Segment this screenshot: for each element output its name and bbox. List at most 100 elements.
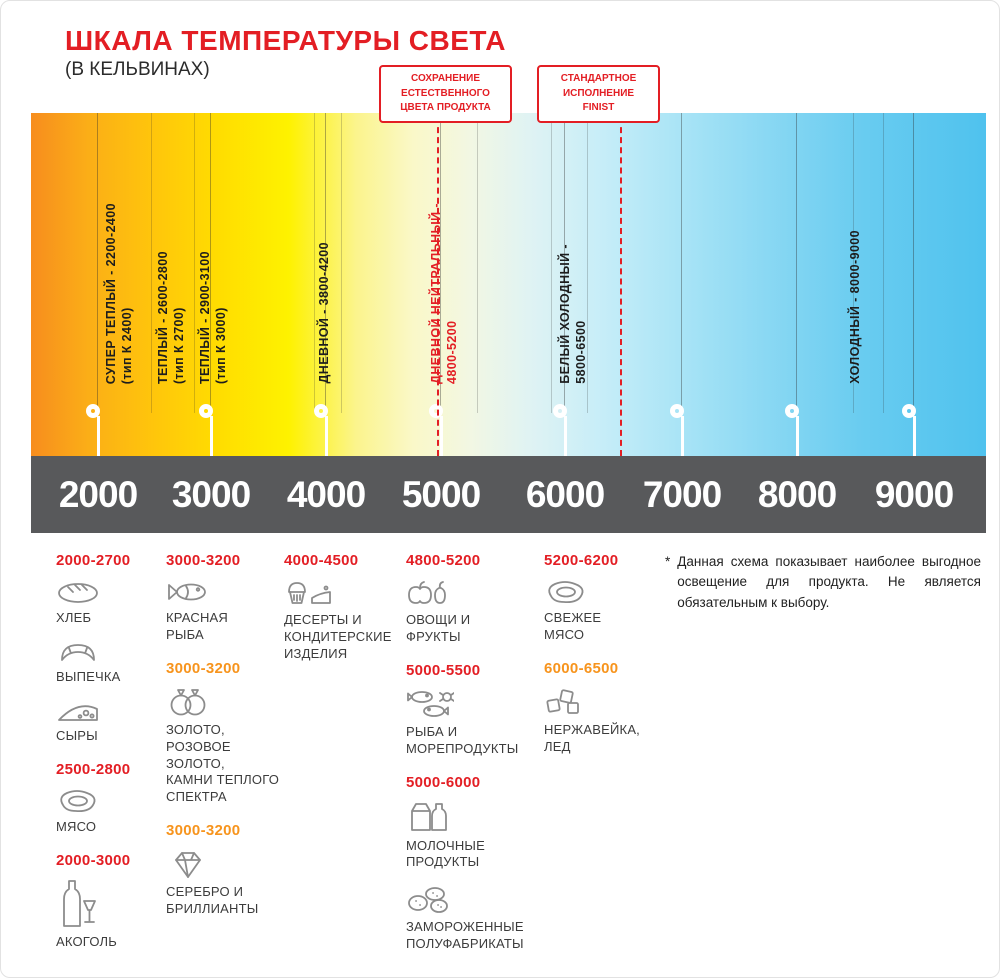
tick-line-4000 <box>325 113 326 406</box>
tick-line-3000 <box>210 113 211 406</box>
legend-item-cheese: СЫРЫ <box>56 699 161 745</box>
callout-finist-standard: СТАНДАРТНОЕ ИСПОЛНЕНИЕ FINIST <box>537 65 660 123</box>
legend-item-label: РЫБА И МОРЕПРОДУКТЫ <box>406 723 519 756</box>
range-heading: 3000-3200 <box>166 659 241 677</box>
legend-group: 3000-3200 ЗОЛОТО, РОЗОВОЕ ЗОЛОТО, КАМНИ … <box>166 660 284 806</box>
range-heading: 4800-5200 <box>406 552 481 569</box>
label-guide-line <box>341 113 342 413</box>
kelvin-tick-2000: 2000 <box>58 473 138 515</box>
legend-group: 2000-2700 ХЛЕБ ВЫПЕЧКА <box>56 552 161 745</box>
legend-item-label: СВЕЖЕЕ МЯСО <box>544 610 602 642</box>
label-guide-line <box>477 113 478 413</box>
legend-column-4: 4800-5200 ОВОЩИ И ФРУКТЫ 5000-5500 РЫБА … <box>406 552 558 969</box>
legend-item-meat: МЯСО <box>56 788 161 836</box>
legend-item-red-fish: КРАСНАЯ РЫБА <box>166 579 284 644</box>
legend-item-frozen: ЗАМОРОЖЕННЫЕ ПОЛУФАБРИКАТЫ <box>406 884 558 953</box>
marker-ring-5000 <box>429 404 443 418</box>
kelvin-tick-6000: 6000 <box>525 473 605 515</box>
range-heading: 3000-3200 <box>166 552 241 569</box>
alcohol-bottle-icon <box>56 879 161 929</box>
legend: 2000-2700 ХЛЕБ ВЫПЕЧКА <box>1 544 999 977</box>
legend-group: 3000-3200 КРАСНАЯ РЫБА <box>166 552 284 644</box>
range-heading: 2000-2700 <box>56 552 131 569</box>
legend-group: 3000-3200 СЕРЕБРО И БРИЛЛИАНТЫ <box>166 822 284 918</box>
kelvin-tick-3000: 3000 <box>171 473 251 515</box>
legend-item-label: НЕРЖАВЕЙКА, ЛЕД <box>544 721 640 754</box>
legend-group: 5200-6200 СВЕЖЕЕ МЯСО <box>544 552 666 644</box>
range-heading: 5200-6200 <box>544 552 619 569</box>
label-guide-line <box>314 113 315 413</box>
legend-group: 2500-2800 МЯСО <box>56 761 161 836</box>
legend-item-label: МЯСО <box>56 818 97 834</box>
legend-item-label: ОВОЩИ И ФРУКТЫ <box>406 612 471 644</box>
legend-item-label: ДЕСЕРТЫ И КОНДИТЕРСКИЕ ИЗДЕЛИЯ <box>284 612 392 661</box>
scale-label-warm-2700: ТЕПЛЫЙ - 2600-2800 (тип К 2700) <box>156 250 186 384</box>
legend-item-label: СЫРЫ <box>56 727 98 743</box>
croissant-icon <box>56 640 161 664</box>
tick-line-2000 <box>97 113 98 406</box>
bread-icon <box>56 579 161 605</box>
ice-cubes-icon <box>544 687 666 717</box>
dessert-icon <box>284 579 414 607</box>
kelvin-tick-7000: 7000 <box>642 473 722 515</box>
temperature-gradient: СУПЕР ТЕПЛЫЙ - 2200-2400 (тип К 2400) ТЕ… <box>31 113 986 456</box>
legend-group: 5000-6000 МОЛОЧНЫЕ ПРОДУКТЫ ЗАМОРОЖЕННЫЕ… <box>406 774 558 954</box>
legend-column-1: 2000-2700 ХЛЕБ ВЫПЕЧКА <box>56 552 161 966</box>
scale-label-daylight: ДНЕВНОЙ - 3800-4200 <box>317 242 331 384</box>
range-heading: 4000-4500 <box>284 552 359 569</box>
footnote-text: Данная схема показывает наиболее выгодно… <box>677 554 981 610</box>
legend-column-5: 5200-6200 СВЕЖЕЕ МЯСО 6000-6500 НЕРЖАВЕЙ… <box>544 552 666 772</box>
tick-line-5000 <box>440 113 441 406</box>
range-heading: 5000-5500 <box>406 661 481 679</box>
scale-label-day-neutral: ДНЕВНОЙ НЕЙТРАЛЬНЫЙ - 4800-5200 <box>429 203 459 384</box>
legend-group: 5000-5500 РЫБА И МОРЕПРОДУКТЫ <box>406 662 558 758</box>
legend-item-gold: ЗОЛОТО, РОЗОВОЕ ЗОЛОТО, КАМНИ ТЕПЛОГО СП… <box>166 687 284 806</box>
dashed-connector-natural-color <box>437 117 439 456</box>
marker-ring-8000 <box>785 404 799 418</box>
kelvin-tick-9000: 9000 <box>874 473 954 515</box>
scale-label-cool-white: БЕЛЫЙ ХОЛОДНЫЙ - 5800-6500 <box>558 244 588 384</box>
legend-item-dairy: МОЛОЧНЫЕ ПРОДУКТЫ <box>406 801 558 872</box>
legend-column-2: 3000-3200 КРАСНАЯ РЫБА 3000-3200 ЗОЛОТО,… <box>166 552 284 934</box>
callout-natural-color: СОХРАНЕНИЕ ЕСТЕСТВЕННОГО ЦВЕТА ПРОДУКТА <box>379 65 512 123</box>
legend-item-seafood: РЫБА И МОРЕПРОДУКТЫ <box>406 689 558 758</box>
footnote-asterisk: * <box>665 554 671 569</box>
tick-line-6000 <box>564 113 565 406</box>
scale-label-cold: ХОЛОДНЫЙ - 8000-9000 <box>848 230 862 384</box>
marker-stem-8000 <box>795 416 799 456</box>
fresh-meat-icon <box>544 579 666 605</box>
kelvin-tick-5000: 5000 <box>401 473 481 515</box>
label-guide-line <box>587 113 588 413</box>
legend-item-alcohol: АКОГОЛЬ <box>56 879 161 951</box>
marker-stem-7000 <box>680 416 684 456</box>
legend-group: 4800-5200 ОВОЩИ И ФРУКТЫ <box>406 552 558 646</box>
range-heading: 2000-3000 <box>56 851 131 869</box>
legend-item-label: ВЫПЕЧКА <box>56 668 121 684</box>
label-guide-line <box>853 113 854 413</box>
label-guide-line <box>883 113 884 413</box>
legend-item-fresh-meat: СВЕЖЕЕ МЯСО <box>544 579 666 644</box>
legend-item-label: СЕРЕБРО И БРИЛЛИАНТЫ <box>166 884 259 917</box>
marker-ring-7000 <box>670 404 684 418</box>
tick-line-9000 <box>913 113 914 406</box>
marker-stem-3000 <box>209 416 213 456</box>
legend-item-silver: СЕРЕБРО И БРИЛЛИАНТЫ <box>166 849 284 918</box>
marker-ring-2000 <box>86 404 100 418</box>
scale-label-warm-3000: ТЕПЛЫЙ - 2900-3100 (тип К 3000) <box>198 250 228 384</box>
label-guide-line <box>551 113 552 413</box>
legend-item-label: МОЛОЧНЫЕ ПРОДУКТЫ <box>406 837 485 870</box>
legend-item-bakery: ВЫПЕЧКА <box>56 640 161 686</box>
kelvin-tick-8000: 8000 <box>757 473 837 515</box>
dashed-connector-finist <box>620 117 622 456</box>
marker-ring-4000 <box>314 404 328 418</box>
scale-label-super-warm: СУПЕР ТЕПЛЫЙ - 2200-2400 (тип К 2400) <box>104 202 134 384</box>
diamond-icon <box>166 849 284 879</box>
legend-item-label: ХЛЕБ <box>56 610 92 625</box>
marker-ring-3000 <box>199 404 213 418</box>
legend-column-3: 4000-4500 ДЕСЕРТЫ И КОНДИТЕРСКИЕ ИЗДЕЛИЯ <box>284 552 414 679</box>
marker-ring-6000 <box>553 404 567 418</box>
legend-item-vegetables: ОВОЩИ И ФРУКТЫ <box>406 579 558 646</box>
label-guide-line <box>151 113 152 413</box>
page-subtitle: (В КЕЛЬВИНАХ) <box>65 59 210 80</box>
